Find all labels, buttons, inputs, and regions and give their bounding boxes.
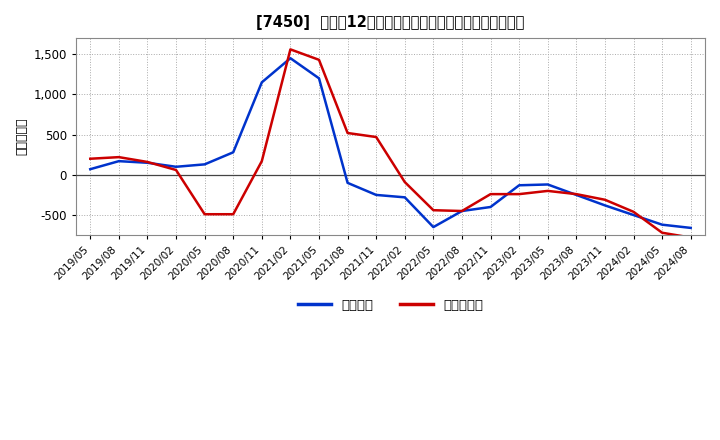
当期純利益 [171, 167, 180, 172]
経常利益 [114, 158, 123, 164]
当期純利益 [372, 134, 380, 139]
当期純利益 [343, 130, 352, 136]
当期純利益 [315, 57, 323, 62]
当期純利益 [86, 156, 94, 161]
経常利益 [143, 160, 152, 165]
経常利益 [171, 164, 180, 169]
経常利益 [229, 150, 238, 155]
当期純利益 [258, 158, 266, 164]
経常利益 [86, 167, 94, 172]
経常利益 [343, 180, 352, 186]
当期純利益 [515, 191, 523, 197]
当期純利益 [400, 180, 409, 185]
当期純利益 [200, 212, 209, 217]
当期純利益 [114, 154, 123, 160]
当期純利益 [686, 235, 695, 240]
経常利益 [486, 204, 495, 209]
経常利益 [429, 224, 438, 230]
Title: [7450]  利益の12か月移動合計の対前年同期増減額の推移: [7450] 利益の12か月移動合計の対前年同期増減額の推移 [256, 15, 525, 30]
経常利益 [372, 192, 380, 198]
経常利益 [600, 203, 609, 208]
当期純利益 [658, 230, 667, 235]
経常利益 [572, 192, 580, 198]
Y-axis label: （百万円）: （百万円） [15, 118, 28, 155]
経常利益 [315, 76, 323, 81]
経常利益 [658, 222, 667, 227]
当期純利益 [429, 208, 438, 213]
経常利益 [286, 55, 294, 61]
経常利益 [458, 209, 467, 214]
経常利益 [544, 182, 552, 187]
経常利益 [515, 183, 523, 188]
当期純利益 [458, 209, 467, 214]
当期純利益 [143, 159, 152, 165]
Line: 当期純利益: 当期純利益 [90, 49, 690, 238]
Line: 経常利益: 経常利益 [90, 58, 690, 228]
当期純利益 [544, 188, 552, 194]
経常利益 [200, 162, 209, 167]
当期純利益 [229, 212, 238, 217]
経常利益 [686, 225, 695, 231]
当期純利益 [486, 191, 495, 197]
Legend: 経常利益, 当期純利益: 経常利益, 当期純利益 [292, 293, 488, 317]
当期純利益 [600, 197, 609, 202]
経常利益 [629, 213, 638, 218]
経常利益 [258, 80, 266, 85]
当期純利益 [572, 191, 580, 197]
当期純利益 [629, 209, 638, 214]
経常利益 [400, 195, 409, 200]
当期純利益 [286, 47, 294, 52]
